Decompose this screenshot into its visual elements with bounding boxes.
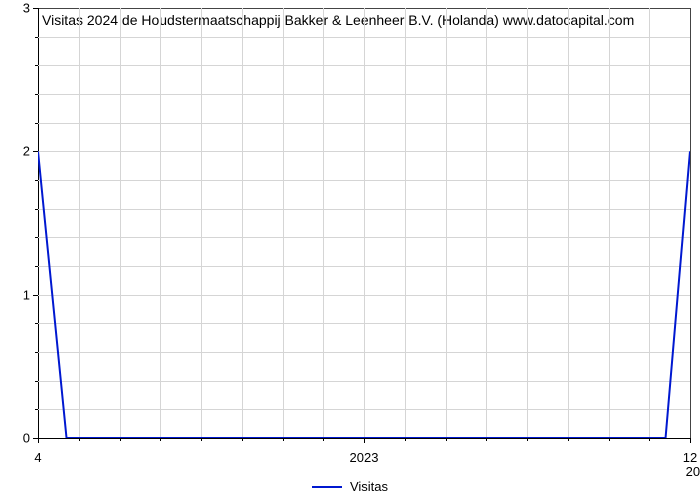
y-minor-tick <box>35 381 38 382</box>
x-minor-tick <box>242 438 243 441</box>
x-tick-mark <box>38 438 39 443</box>
grid-line-v <box>486 8 487 438</box>
x-tick-mark <box>364 438 365 443</box>
x-tick-label: 12 <box>683 450 697 465</box>
y-minor-tick <box>35 65 38 66</box>
x-minor-tick <box>486 438 487 441</box>
grid-line-v <box>405 8 406 438</box>
y-minor-tick <box>35 209 38 210</box>
x-minor-tick <box>283 438 284 441</box>
x-tick-mark <box>690 438 691 443</box>
y-axis <box>38 8 39 438</box>
grid-line-v <box>242 8 243 438</box>
y-tick-label: 0 <box>0 431 30 446</box>
legend-label: Visitas <box>350 479 388 494</box>
grid-line-v <box>283 8 284 438</box>
y-minor-tick <box>35 409 38 410</box>
grid-line-v <box>527 8 528 438</box>
grid-line-v <box>609 8 610 438</box>
grid-line-v <box>201 8 202 438</box>
y-minor-tick <box>35 94 38 95</box>
x-minor-tick <box>323 438 324 441</box>
grid-line-v <box>446 8 447 438</box>
y-tick-mark <box>33 295 38 296</box>
grid-line-v <box>323 8 324 438</box>
x-secondary-label: 202 <box>686 464 700 479</box>
x-minor-tick <box>649 438 650 441</box>
grid-line-v <box>568 8 569 438</box>
y-minor-tick <box>35 266 38 267</box>
line-chart: Visitas 2024 de Houdstermaatschappij Bak… <box>0 0 700 500</box>
grid-line-v <box>160 8 161 438</box>
x-tick-label: 4 <box>34 450 41 465</box>
x-minor-tick <box>609 438 610 441</box>
y-minor-tick <box>35 323 38 324</box>
x-minor-tick <box>201 438 202 441</box>
x-minor-tick <box>79 438 80 441</box>
x-minor-tick <box>527 438 528 441</box>
x-minor-tick <box>446 438 447 441</box>
x-minor-tick <box>405 438 406 441</box>
grid-line-v <box>364 8 365 438</box>
y-tick-mark <box>33 8 38 9</box>
x-minor-tick <box>120 438 121 441</box>
y-minor-tick <box>35 180 38 181</box>
y-minor-tick <box>35 37 38 38</box>
x-minor-tick <box>160 438 161 441</box>
y-tick-label: 2 <box>0 144 30 159</box>
y-tick-mark <box>33 151 38 152</box>
grid-line-v <box>120 8 121 438</box>
chart-legend: Visitas <box>0 478 700 494</box>
x-tick-label: 2023 <box>350 450 379 465</box>
x-minor-tick <box>568 438 569 441</box>
y-tick-label: 3 <box>0 1 30 16</box>
y-minor-tick <box>35 237 38 238</box>
y-minor-tick <box>35 352 38 353</box>
legend-swatch <box>312 486 342 488</box>
y-tick-label: 1 <box>0 287 30 302</box>
grid-line-v <box>649 8 650 438</box>
y-minor-tick <box>35 123 38 124</box>
grid-line-v <box>79 8 80 438</box>
